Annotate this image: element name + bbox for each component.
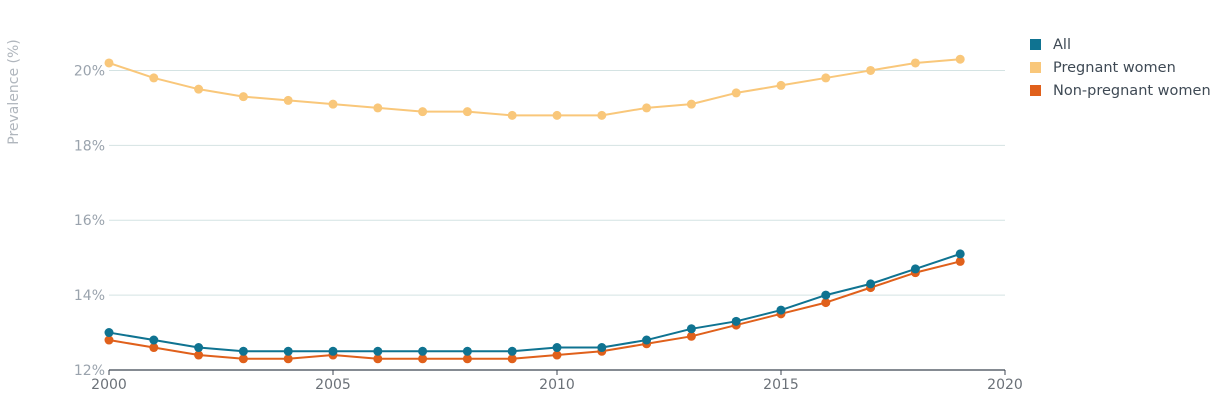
data-point-non-pregnant-women[interactable] (418, 354, 428, 364)
data-point-all[interactable] (910, 264, 920, 274)
series-pregnant-women (104, 54, 965, 120)
y-tick-label: 18% (74, 138, 105, 154)
data-point-non-pregnant-women[interactable] (238, 354, 248, 364)
data-point-pregnant-women[interactable] (283, 95, 293, 105)
data-point-pregnant-women[interactable] (149, 73, 159, 83)
data-point-pregnant-women[interactable] (686, 99, 696, 109)
data-point-non-pregnant-women[interactable] (462, 354, 472, 364)
x-tick-label: 2000 (91, 377, 127, 393)
data-point-all[interactable] (686, 324, 696, 334)
x-tick-label: 2005 (315, 377, 351, 393)
data-point-non-pregnant-women[interactable] (821, 298, 831, 308)
legend-item-all[interactable]: All (1030, 33, 1211, 56)
x-tick-label: 2015 (763, 377, 799, 393)
data-point-pregnant-women[interactable] (731, 88, 741, 98)
gridlines (109, 69, 1005, 296)
y-tick-label: 12% (74, 363, 105, 379)
data-point-pregnant-women[interactable] (552, 110, 562, 120)
data-point-all[interactable] (194, 343, 204, 353)
data-point-non-pregnant-women[interactable] (283, 354, 293, 364)
data-point-all[interactable] (731, 316, 741, 326)
series-line-non-pregnant-women (108, 260, 961, 360)
series-layer (104, 54, 965, 364)
data-point-all[interactable] (328, 346, 338, 356)
data-point-non-pregnant-women[interactable] (686, 331, 696, 341)
y-tick-label: 20% (74, 63, 105, 79)
data-point-all[interactable] (418, 346, 428, 356)
legend-label-non-pregnant-women: Non-pregnant women (1053, 82, 1211, 99)
data-point-all[interactable] (642, 335, 652, 345)
data-point-pregnant-women[interactable] (642, 103, 652, 113)
data-point-pregnant-women[interactable] (866, 65, 876, 75)
data-point-non-pregnant-women[interactable] (104, 335, 114, 345)
series-all (104, 249, 965, 356)
y-tick-label: 14% (74, 288, 105, 304)
legend-swatch-pregnant-women (1030, 62, 1041, 73)
y-tick-label: 16% (74, 213, 105, 229)
data-point-pregnant-women[interactable] (238, 92, 248, 102)
series-line-all (108, 252, 961, 353)
data-point-non-pregnant-women[interactable] (955, 256, 965, 266)
legend-label-all: All (1053, 36, 1071, 53)
x-tick-label: 2010 (539, 377, 575, 393)
data-point-pregnant-women[interactable] (462, 107, 472, 117)
data-point-all[interactable] (283, 346, 293, 356)
data-point-non-pregnant-women[interactable] (507, 354, 517, 364)
data-point-pregnant-women[interactable] (373, 103, 383, 113)
data-point-pregnant-women[interactable] (194, 84, 204, 94)
legend-swatch-non-pregnant-women (1030, 85, 1041, 96)
data-point-all[interactable] (955, 249, 965, 259)
x-tick-label: 2020 (987, 377, 1023, 393)
data-point-all[interactable] (462, 346, 472, 356)
data-point-pregnant-women[interactable] (328, 99, 338, 109)
legend: All Pregnant women Non-pregnant women (1030, 33, 1211, 102)
data-point-pregnant-women[interactable] (597, 110, 607, 120)
legend-label-pregnant-women: Pregnant women (1053, 59, 1176, 76)
data-point-non-pregnant-women[interactable] (149, 343, 159, 353)
data-point-pregnant-women[interactable] (910, 58, 920, 68)
data-point-pregnant-women[interactable] (418, 107, 428, 117)
data-point-pregnant-women[interactable] (104, 58, 114, 68)
data-point-all[interactable] (866, 279, 876, 289)
data-point-non-pregnant-women[interactable] (552, 350, 562, 360)
x-axis-ticks: 2000 2005 2010 2015 2020 (91, 370, 1023, 393)
data-point-pregnant-women[interactable] (776, 80, 786, 90)
data-point-pregnant-women[interactable] (507, 110, 517, 120)
data-point-all[interactable] (507, 346, 517, 356)
data-point-all[interactable] (597, 343, 607, 353)
data-point-pregnant-women[interactable] (955, 54, 965, 64)
y-axis-ticks: 12% 14% 16% 18% 20% (74, 63, 105, 379)
data-point-all[interactable] (552, 343, 562, 353)
data-point-all[interactable] (238, 346, 248, 356)
data-point-non-pregnant-women[interactable] (194, 350, 204, 360)
data-point-all[interactable] (776, 305, 786, 315)
series-line-pregnant-women (108, 58, 961, 117)
legend-item-pregnant-women[interactable]: Pregnant women (1030, 56, 1211, 79)
data-point-all[interactable] (149, 335, 159, 345)
y-axis-label: Prevalence (%) (6, 39, 22, 145)
data-point-non-pregnant-women[interactable] (373, 354, 383, 364)
series-non-pregnant-women (104, 256, 965, 364)
data-point-all[interactable] (104, 328, 114, 338)
data-point-all[interactable] (821, 290, 831, 300)
legend-swatch-all (1030, 39, 1041, 50)
data-point-pregnant-women[interactable] (821, 73, 831, 83)
legend-item-non-pregnant-women[interactable]: Non-pregnant women (1030, 79, 1211, 102)
data-point-all[interactable] (373, 346, 383, 356)
